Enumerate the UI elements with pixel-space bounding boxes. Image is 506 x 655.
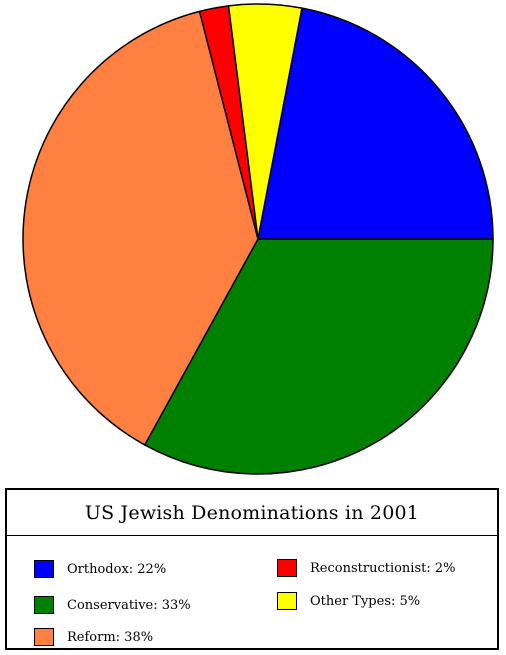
legend-item-orthodox: Orthodox: 22% [34,560,166,578]
legend-label-conservative: Conservative: 33% [67,597,191,613]
legend-item-conservative: Conservative: 33% [34,596,191,614]
pie-slice-orthodox [257,7,494,240]
legend-label-other-types: Other Types: 5% [310,593,421,609]
pie-slice-conservative [144,238,494,475]
legend-item-other-types: Other Types: 5% [277,592,420,610]
legend-swatch-conservative [34,596,54,614]
pie-slice-reform [22,10,259,446]
legend-item-reform: Reform: 38% [34,628,153,646]
legend-label-reform: Reform: 38% [67,629,154,645]
legend-item-reconstructionist: Reconstructionist: 2% [277,559,456,577]
legend-swatch-orthodox [34,560,54,578]
chart-title: US Jewish Denominations in 2001 [7,490,497,536]
pie-chart [22,3,494,475]
legend-label-orthodox: Orthodox: 22% [67,561,167,577]
legend: US Jewish Denominations in 2001 Orthodox… [5,488,499,650]
legend-swatch-reconstructionist [277,559,297,577]
legend-swatch-other-types [277,592,297,610]
legend-swatch-reform [34,628,54,646]
legend-label-reconstructionist: Reconstructionist: 2% [310,560,456,576]
